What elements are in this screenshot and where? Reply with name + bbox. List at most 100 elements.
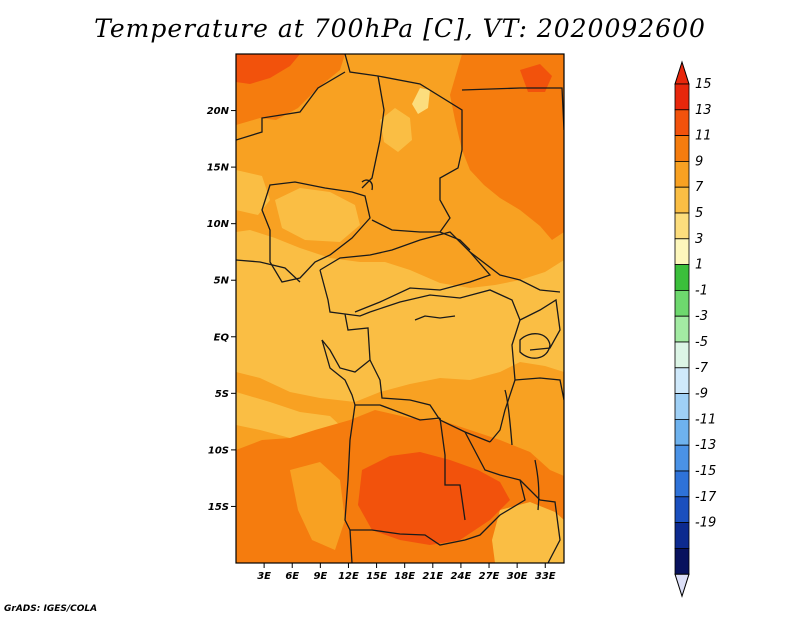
country-borders bbox=[236, 54, 564, 563]
colorbar-segment bbox=[674, 212, 690, 240]
colorbar-segment bbox=[674, 470, 690, 498]
shade-5-7-patch bbox=[412, 88, 430, 114]
lon-tick-label: 3E bbox=[257, 571, 271, 582]
lon-tick-label: 27E bbox=[479, 571, 500, 582]
lon-tick-label: 21E bbox=[422, 571, 443, 582]
shade-11-13-northeast bbox=[450, 54, 564, 240]
lake-chad bbox=[361, 179, 373, 191]
colorbar-label: -19 bbox=[695, 516, 716, 531]
colorbar-segment bbox=[674, 289, 690, 317]
border-angola-north bbox=[355, 404, 441, 421]
colorbar-segment bbox=[674, 315, 690, 343]
grads-credit: GrADS: IGES/COLA bbox=[4, 604, 98, 614]
colorbar-segment bbox=[674, 548, 690, 575]
colorbar-segment bbox=[674, 109, 690, 137]
border-namibia bbox=[349, 529, 353, 563]
shade-7-9-pocket-a bbox=[275, 188, 360, 242]
map-frame bbox=[235, 53, 565, 564]
shade-7-9-southeast bbox=[492, 502, 564, 563]
colorbar-label: -7 bbox=[695, 361, 709, 376]
border-chad-car bbox=[371, 219, 471, 251]
colorbar-label: 7 bbox=[695, 180, 704, 195]
lon-tick-label: 9E bbox=[313, 571, 327, 582]
border-drc-south bbox=[369, 359, 491, 443]
lat-tick-label: 10S bbox=[208, 445, 229, 456]
lon-tick-label: 15E bbox=[366, 571, 387, 582]
colorbar-label: -9 bbox=[695, 387, 708, 402]
colorbar-label: -3 bbox=[695, 309, 708, 324]
colorbar-label: -1 bbox=[695, 283, 708, 298]
lon-tick-label: 6E bbox=[285, 571, 299, 582]
lon-tick-label: 30E bbox=[507, 571, 528, 582]
lat-tick-label: 15N bbox=[207, 163, 230, 174]
border-niger-chad bbox=[361, 75, 385, 189]
lon-tick-label: 12E bbox=[338, 571, 359, 582]
lat-tick-label: 5N bbox=[214, 276, 230, 287]
colorbar-bottom-arrow bbox=[674, 573, 690, 598]
border-zambia bbox=[464, 431, 526, 541]
colorbar-label: 9 bbox=[695, 154, 703, 169]
colorbar-segment bbox=[674, 444, 690, 472]
shade-7-9-pocket-c bbox=[236, 170, 270, 215]
border-libya-algeria bbox=[344, 54, 463, 150]
border-sudan-south bbox=[469, 251, 561, 293]
colorbar-top-arrow bbox=[674, 60, 690, 85]
border-cameroon bbox=[319, 269, 371, 317]
border-mozambique bbox=[519, 479, 561, 563]
shade-9-11-southwest-tongue bbox=[290, 462, 345, 550]
colorbar: 15 13 11 9 7 5 3 1 -1 -3 -5 -7 -9 -11 -13 -15 -17 -19 bbox=[674, 60, 717, 598]
shade-13-15-north-patch bbox=[236, 54, 300, 84]
colorbar-label: -13 bbox=[695, 438, 716, 453]
colorbar-label: 1 bbox=[695, 258, 703, 273]
lat-tick-label: 10N bbox=[207, 219, 230, 230]
lon-tick-label: 24E bbox=[451, 571, 472, 582]
latitude-axis: 20N 15N 10N 5N EQ 5S 10S 15S bbox=[207, 106, 236, 513]
colorbar-label: -17 bbox=[695, 490, 717, 505]
border-gabon-congo bbox=[321, 313, 371, 373]
border-west-coast bbox=[236, 259, 301, 283]
lat-tick-label: EQ bbox=[214, 332, 230, 343]
lon-tick-label: 18E bbox=[394, 571, 415, 582]
lake-tanganyika bbox=[504, 389, 513, 446]
colorbar-label: 15 bbox=[695, 77, 712, 92]
border-chad-sudan bbox=[439, 149, 463, 233]
colorbar-segment bbox=[674, 135, 690, 162]
colorbar-segment bbox=[674, 264, 690, 291]
colorbar-segment bbox=[674, 418, 690, 446]
coast-angola bbox=[344, 404, 356, 531]
colorbar-segment bbox=[674, 522, 690, 549]
colorbar-label: 5 bbox=[695, 206, 703, 221]
colorbar-segment bbox=[674, 238, 690, 266]
chart-title: Temperature at 700hPa [C], VT: 202009260… bbox=[94, 14, 706, 43]
lat-tick-label: 20N bbox=[207, 106, 230, 117]
lake-malawi bbox=[534, 459, 540, 511]
border-drc-east bbox=[489, 319, 521, 443]
shade-13-15-angola-zambia bbox=[358, 452, 510, 545]
colorbar-segment bbox=[674, 186, 690, 214]
colorbar-label: 3 bbox=[695, 232, 703, 247]
lat-tick-label: 5S bbox=[215, 389, 229, 400]
longitude-axis: 3E 6E 9E 12E 15E 18E 21E 24E 27E 30E 33E bbox=[257, 563, 556, 582]
colorbar-segment bbox=[674, 496, 690, 523]
border-nigeria bbox=[261, 181, 371, 283]
shade-7-9-south-band bbox=[236, 392, 345, 440]
colorbar-segment bbox=[674, 367, 690, 394]
shade-13-15-east-patch bbox=[520, 64, 552, 92]
colorbar-label: -15 bbox=[695, 464, 716, 479]
colorbar-segment bbox=[674, 393, 690, 420]
lat-tick-label: 15S bbox=[208, 502, 229, 513]
colorbar-label: -5 bbox=[695, 335, 708, 350]
temperature-field bbox=[236, 54, 564, 563]
lake-victoria bbox=[519, 333, 551, 359]
border-uganda-kenya bbox=[519, 298, 561, 351]
border-drc-north bbox=[369, 289, 521, 321]
colorbar-segment bbox=[674, 160, 690, 188]
shade-7-9-pocket-b bbox=[380, 108, 412, 152]
colorbar-label: 13 bbox=[695, 103, 712, 118]
colorbar-segment bbox=[674, 341, 690, 369]
colorbar-label: 11 bbox=[695, 129, 712, 144]
border-niger-mali bbox=[236, 71, 346, 141]
colorbar-segment bbox=[674, 83, 690, 111]
border-tanzania bbox=[514, 377, 564, 401]
